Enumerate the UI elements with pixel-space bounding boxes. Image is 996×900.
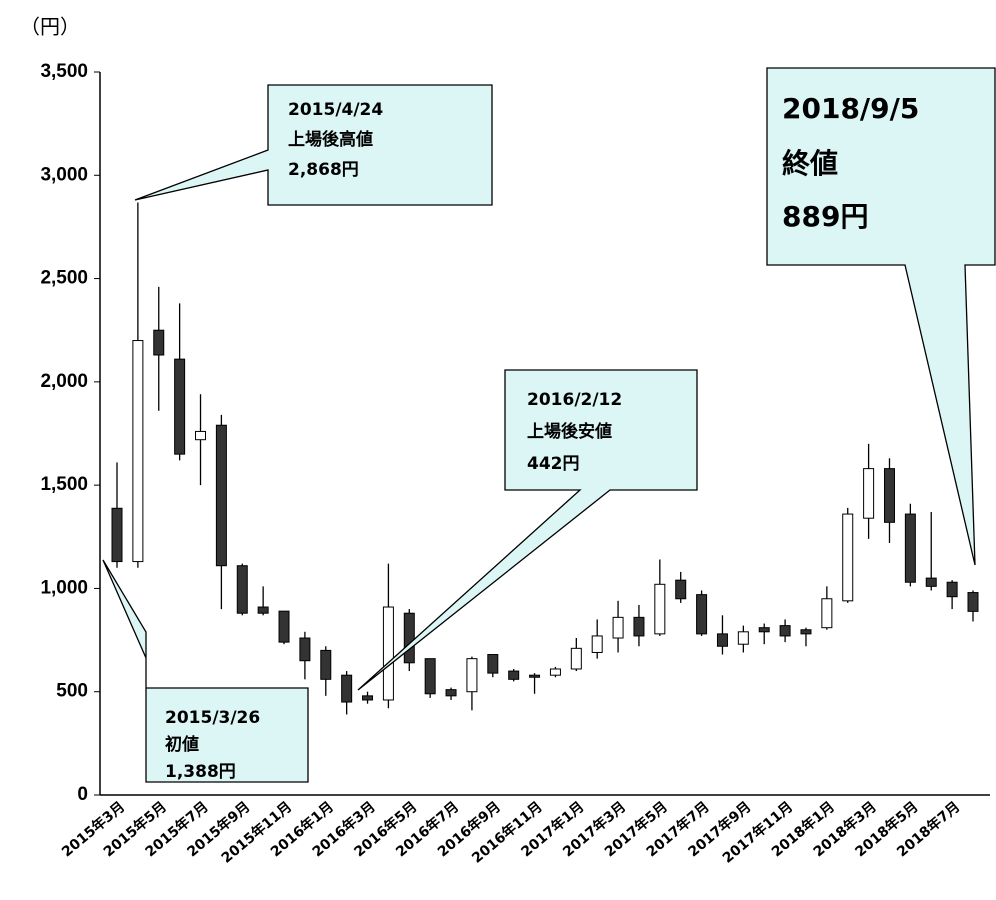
y-tick-label: 500 — [56, 681, 88, 702]
annotation-text: 442円 — [527, 454, 580, 474]
candle-body — [236, 565, 248, 614]
callout-low — [357, 369, 698, 691]
y-tick-label: 2,500 — [40, 268, 88, 289]
candle-body — [529, 674, 541, 678]
candle-body — [821, 598, 833, 629]
callouts — [102, 67, 996, 783]
annotation-text: 2018/9/5 — [782, 92, 919, 125]
candle-body — [904, 513, 916, 583]
callout-close — [766, 67, 996, 566]
candle-body — [341, 674, 353, 703]
y-tick-label: 1,000 — [40, 577, 88, 598]
annotation-text: 上場後安値 — [527, 421, 612, 442]
candle-body — [549, 668, 561, 676]
candle-body — [424, 658, 436, 695]
candle-body — [257, 606, 269, 614]
candle-body — [278, 610, 290, 643]
annotation-text: 上場後高値 — [288, 129, 373, 150]
candle-body — [508, 670, 520, 680]
candle-body — [612, 616, 624, 639]
candle-body — [883, 468, 895, 523]
candle-body — [633, 616, 645, 637]
annotation-text: 終値 — [782, 147, 838, 180]
annotation-text: 2015/3/26 — [165, 708, 260, 728]
y-tick-label: 2,000 — [40, 371, 88, 392]
candle-body — [675, 579, 687, 600]
callout-open — [102, 559, 309, 783]
candle-body — [842, 513, 854, 602]
annotation-text: 2,868円 — [288, 160, 359, 180]
candle-body — [111, 507, 123, 563]
annotation-text: 2015/4/24 — [288, 100, 383, 120]
annotation-text: 2016/2/12 — [527, 390, 622, 410]
candle-body — [320, 649, 332, 680]
candle-body — [362, 695, 374, 701]
y-tick-label: 1,500 — [40, 474, 88, 495]
candle-body — [132, 340, 144, 563]
candle-body — [570, 647, 582, 670]
candle-body — [925, 577, 937, 587]
annotation-text: 1,388円 — [165, 762, 236, 782]
candle-body — [696, 594, 708, 635]
y-tick-label: 0 — [77, 784, 88, 805]
annotation-text: 初値 — [165, 734, 199, 755]
candle-body — [863, 468, 875, 519]
candle-body — [654, 583, 666, 635]
annotation-text: 889円 — [782, 200, 868, 233]
candle-body — [403, 612, 415, 664]
candle-body — [946, 581, 958, 598]
x-tick-label: 2015年11月 — [218, 798, 295, 867]
y-tick-label: 3,000 — [40, 164, 88, 185]
y-axis-label: （円） — [20, 15, 80, 39]
candle-body — [195, 430, 207, 441]
candle-body — [215, 424, 227, 567]
candle-body — [967, 592, 979, 612]
candle-body — [445, 689, 457, 697]
candle-body — [800, 629, 812, 635]
candle-body — [779, 625, 791, 637]
candle-body — [382, 606, 394, 701]
candle-body — [487, 654, 499, 674]
candle-body — [591, 635, 603, 653]
candle-body — [153, 329, 165, 356]
candle-body — [737, 631, 749, 645]
x-tick-label: 2016年11月 — [469, 798, 546, 867]
candle-body — [174, 358, 186, 455]
candle-body — [758, 627, 770, 633]
candle-body — [716, 633, 728, 647]
y-tick-label: 3,500 — [40, 61, 88, 82]
candle-body — [466, 658, 478, 693]
candle-body — [299, 637, 311, 662]
callout-high — [134, 84, 493, 206]
x-tick-label: 2017年11月 — [719, 798, 796, 867]
